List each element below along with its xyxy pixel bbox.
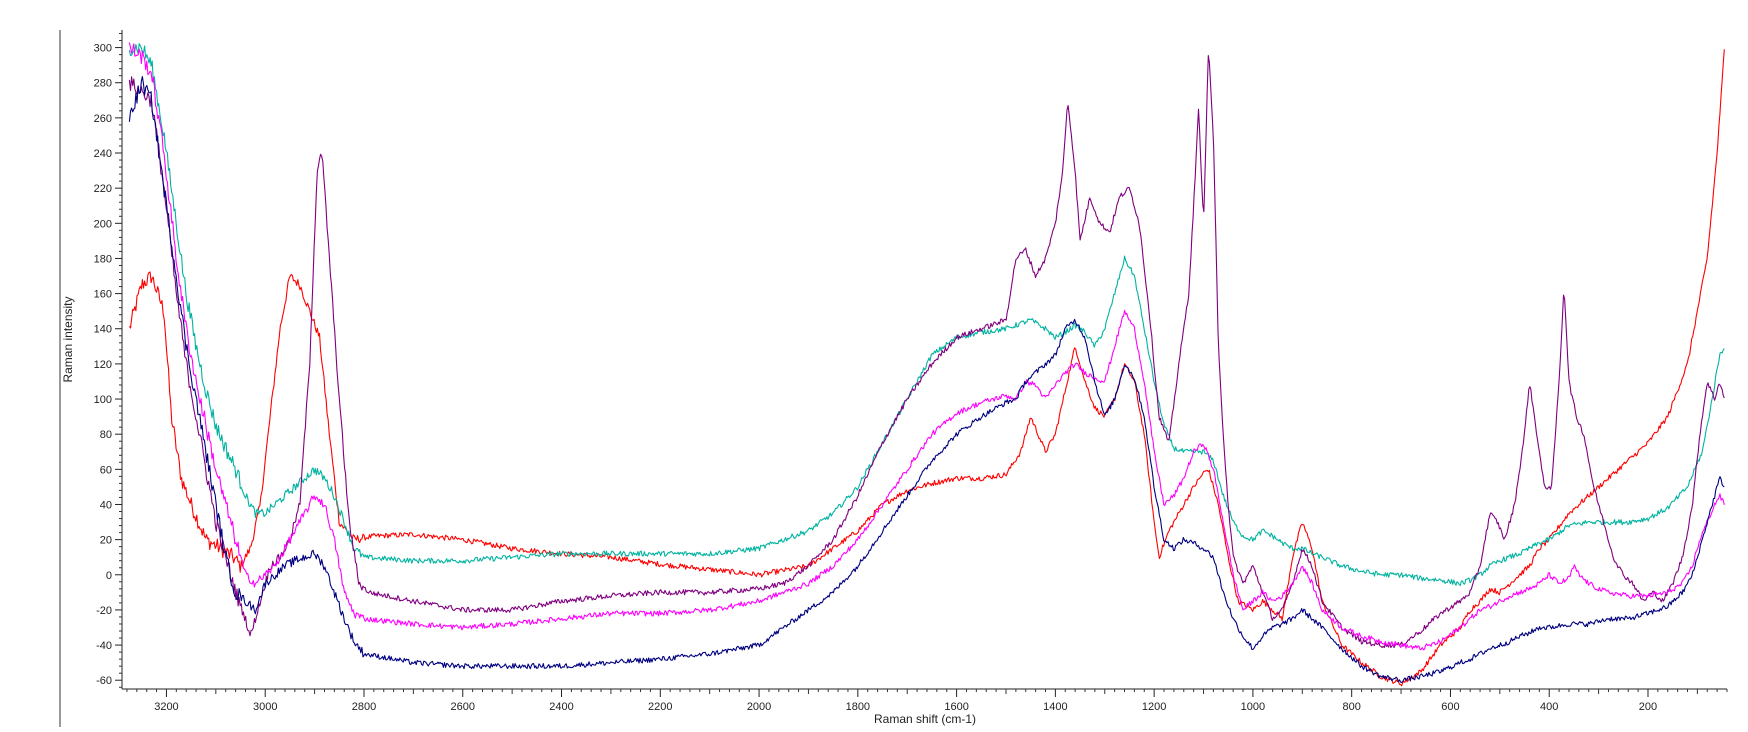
- plot-series-group: [128, 42, 1725, 687]
- y-tick-label: -20: [96, 605, 112, 617]
- series-line-4: [128, 76, 1725, 684]
- x-tick-label: 1400: [1043, 701, 1067, 713]
- y-tick-label: 0: [106, 570, 112, 582]
- y-tick-label: 60: [100, 464, 112, 476]
- x-tick-label: 3200: [154, 701, 178, 713]
- y-tick-label: -60: [96, 675, 112, 687]
- x-tick-label: 2600: [451, 701, 475, 713]
- x-tick-label: 1800: [846, 701, 870, 713]
- y-tick-label: 240: [94, 148, 112, 160]
- x-tick-label: 3000: [253, 701, 277, 713]
- x-tick-label: 800: [1342, 701, 1360, 713]
- series-line-0: [128, 49, 1725, 687]
- x-tick-label: 1200: [1142, 701, 1166, 713]
- y-tick-label: 300: [94, 43, 112, 55]
- x-tick-label: 2000: [747, 701, 771, 713]
- y-tick-label: -40: [96, 640, 112, 652]
- y-tick-label: 260: [94, 113, 112, 125]
- y-axis-title: Raman intensity: [61, 296, 75, 382]
- y-tick-label: 20: [100, 535, 112, 547]
- y-tick-label: 100: [94, 394, 112, 406]
- x-tick-label: 400: [1540, 701, 1558, 713]
- y-tick-label: 40: [100, 499, 112, 511]
- series-line-3: [128, 42, 1725, 651]
- y-tick-label: 160: [94, 289, 112, 301]
- x-tick-label: 1000: [1241, 701, 1265, 713]
- y-tick-label: 140: [94, 324, 112, 336]
- series-line-2: [128, 55, 1725, 649]
- y-tick-label: 200: [94, 218, 112, 230]
- series-line-1: [128, 43, 1725, 587]
- y-tick-label: 80: [100, 429, 112, 441]
- x-axis-title: Raman shift (cm-1): [874, 712, 976, 726]
- y-tick-label: 180: [94, 253, 112, 265]
- window-divider: [59, 30, 61, 727]
- x-tick-label: 1600: [944, 701, 968, 713]
- y-tick-label: 220: [94, 183, 112, 195]
- x-tick-label: 600: [1441, 701, 1459, 713]
- x-tick-label: 2800: [352, 701, 376, 713]
- axes-group: 3002802602402202001801601401201008060402…: [94, 30, 1728, 713]
- x-tick-label: 2400: [549, 701, 573, 713]
- x-tick-label: 200: [1639, 701, 1657, 713]
- x-tick-label: 2200: [648, 701, 672, 713]
- y-tick-label: 280: [94, 78, 112, 90]
- y-tick-label: 120: [94, 359, 112, 371]
